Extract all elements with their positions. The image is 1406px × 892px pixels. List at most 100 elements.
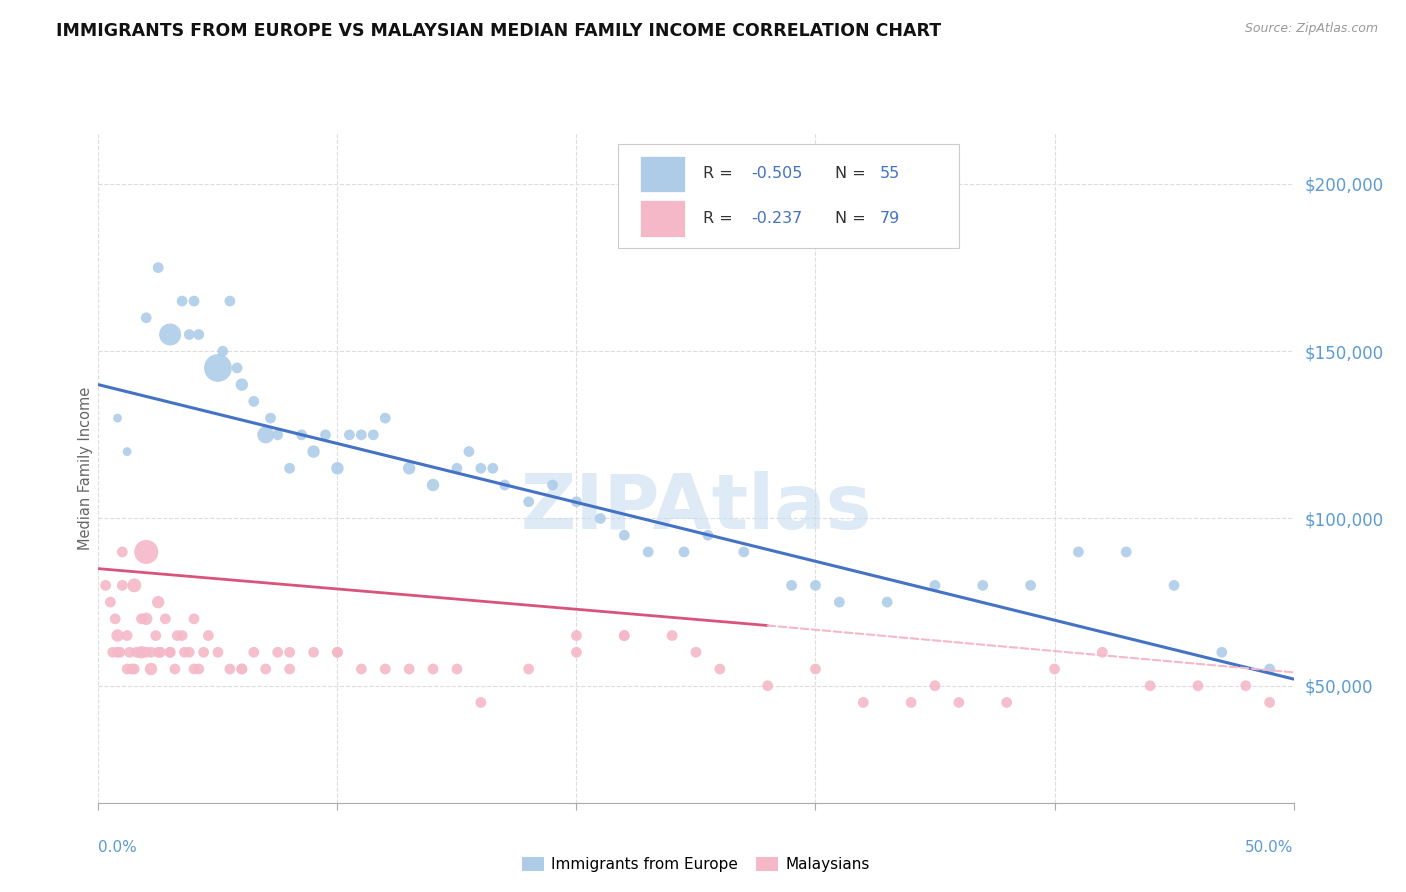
Point — [104, 612, 127, 626]
Point — [661, 628, 683, 642]
Text: ZIPAtlas: ZIPAtlas — [520, 472, 872, 545]
Point — [207, 361, 229, 376]
Point — [326, 645, 349, 659]
Point — [172, 294, 194, 309]
Point — [948, 696, 970, 710]
Point — [1091, 645, 1114, 659]
Point — [135, 645, 157, 659]
Point — [118, 645, 141, 659]
Point — [565, 628, 588, 642]
Text: IMMIGRANTS FROM EUROPE VS MALAYSIAN MEDIAN FAMILY INCOME CORRELATION CHART: IMMIGRANTS FROM EUROPE VS MALAYSIAN MEDI… — [56, 22, 942, 40]
Point — [398, 461, 420, 475]
Point — [219, 294, 242, 309]
Point — [98, 595, 122, 609]
Point — [148, 645, 170, 659]
Point — [350, 662, 373, 676]
Point — [374, 662, 396, 676]
Point — [115, 662, 138, 676]
Point — [107, 411, 129, 425]
Point — [179, 645, 201, 659]
Point — [111, 545, 134, 559]
Point — [107, 645, 129, 659]
Point — [1258, 662, 1281, 676]
Point — [125, 645, 148, 659]
Point — [398, 662, 420, 676]
Point — [135, 612, 157, 626]
Point — [159, 645, 181, 659]
Point — [565, 494, 588, 508]
Point — [183, 294, 205, 309]
Text: R =: R = — [703, 211, 738, 227]
Point — [924, 679, 946, 693]
Point — [1019, 578, 1042, 592]
Point — [193, 645, 215, 659]
FancyBboxPatch shape — [640, 201, 685, 237]
Point — [517, 494, 540, 508]
Point — [446, 461, 468, 475]
FancyBboxPatch shape — [619, 144, 959, 248]
Point — [107, 628, 129, 642]
Point — [259, 411, 281, 425]
Point — [1115, 545, 1137, 559]
Text: -0.237: -0.237 — [751, 211, 803, 227]
Point — [139, 645, 162, 659]
Point — [145, 628, 167, 642]
Point — [254, 662, 277, 676]
Point — [709, 662, 731, 676]
Point — [302, 645, 325, 659]
Text: N =: N = — [835, 211, 870, 227]
Point — [159, 327, 181, 342]
Point — [121, 662, 143, 676]
Point — [179, 327, 201, 342]
Point — [267, 428, 290, 442]
Point — [101, 645, 124, 659]
Point — [183, 662, 205, 676]
Point — [148, 260, 170, 275]
Point — [219, 662, 242, 676]
Point — [1163, 578, 1185, 592]
Point — [111, 578, 134, 592]
Point — [243, 394, 266, 409]
Point — [278, 645, 301, 659]
Point — [226, 361, 249, 376]
Point — [565, 645, 588, 659]
Point — [172, 628, 194, 642]
Point — [115, 444, 138, 458]
Point — [254, 428, 277, 442]
Point — [339, 428, 360, 442]
Text: N =: N = — [835, 167, 870, 181]
Point — [1234, 679, 1257, 693]
Point — [972, 578, 994, 592]
Point — [197, 628, 219, 642]
Point — [995, 696, 1018, 710]
Text: 79: 79 — [880, 211, 900, 227]
Point — [900, 696, 922, 710]
Point — [155, 612, 177, 626]
Point — [517, 662, 540, 676]
Point — [278, 662, 301, 676]
Point — [163, 662, 186, 676]
Point — [326, 645, 349, 659]
Point — [589, 511, 612, 525]
Point — [733, 545, 755, 559]
Y-axis label: Median Family Income: Median Family Income — [77, 386, 93, 550]
Point — [481, 461, 505, 475]
Point — [422, 662, 444, 676]
Point — [685, 645, 707, 659]
Point — [135, 310, 157, 325]
Point — [924, 578, 946, 592]
Point — [149, 645, 172, 659]
Point — [94, 578, 117, 592]
Point — [187, 662, 209, 676]
Point — [124, 662, 146, 676]
Text: R =: R = — [703, 167, 738, 181]
Point — [780, 578, 803, 592]
Legend: Immigrants from Europe, Malaysians: Immigrants from Europe, Malaysians — [522, 857, 870, 872]
Point — [131, 645, 153, 659]
Point — [231, 377, 253, 392]
Point — [804, 578, 827, 592]
Text: 50.0%: 50.0% — [1246, 839, 1294, 855]
Point — [470, 696, 492, 710]
Point — [673, 545, 696, 559]
FancyBboxPatch shape — [640, 155, 685, 193]
